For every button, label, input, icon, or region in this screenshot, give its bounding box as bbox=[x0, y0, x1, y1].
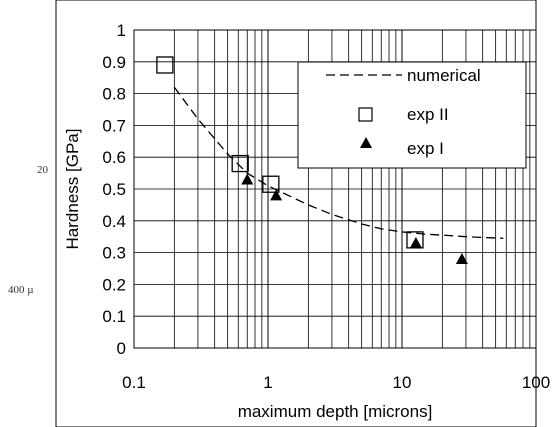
exp-ii-point bbox=[156, 56, 174, 74]
grid bbox=[133, 29, 536, 349]
x-tick-label: 100 bbox=[522, 373, 550, 392]
legend-box bbox=[297, 61, 527, 169]
legend-exp-i-label: exp I bbox=[407, 139, 444, 158]
exp-i-point bbox=[455, 252, 468, 264]
y-tick-label: 0.3 bbox=[102, 244, 126, 263]
exp-ii-point bbox=[231, 154, 249, 173]
y-tick-label: 0.8 bbox=[102, 85, 126, 104]
x-tick-labels: 0.1 1 10 100 bbox=[122, 373, 550, 392]
y-tick-label: 0 bbox=[117, 339, 126, 358]
y-tick-label: 0.7 bbox=[102, 116, 126, 135]
exp-i-point bbox=[241, 173, 254, 185]
y-tick-label: 0.1 bbox=[102, 307, 126, 326]
legend-numerical-label: numerical bbox=[407, 66, 481, 85]
stray-label-20: 20 bbox=[37, 164, 48, 176]
y-tick-label: 0.4 bbox=[102, 212, 126, 231]
x-axis-label: maximum depth [microns] bbox=[238, 402, 433, 421]
y-axis-label: Hardness [GPa] bbox=[63, 129, 82, 250]
exp-ii-point bbox=[262, 175, 280, 193]
legend: numerical exp II exp I bbox=[297, 61, 527, 169]
y-tick-label: 0.5 bbox=[102, 180, 126, 199]
exp-i-point bbox=[270, 189, 283, 201]
numerical-curve bbox=[173, 86, 504, 239]
exp-i-point bbox=[409, 237, 422, 249]
stray-label-400: 400 µ bbox=[8, 284, 34, 296]
y-tick-labels: 0 0.1 0.2 0.3 0.4 0.5 0.6 0.7 0.8 0.9 1 bbox=[102, 21, 126, 358]
legend-exp-ii-label: exp II bbox=[407, 105, 449, 124]
legend-exp-ii-swatch bbox=[358, 107, 373, 122]
x-tick-label: 0.1 bbox=[122, 373, 146, 392]
y-tick-label: 1 bbox=[117, 21, 126, 40]
legend-exp-i-swatch bbox=[360, 137, 372, 148]
x-tick-label: 1 bbox=[263, 373, 272, 392]
y-tick-label: 0.9 bbox=[102, 53, 126, 72]
y-tick-label: 0.2 bbox=[102, 275, 126, 294]
y-tick-label: 0.6 bbox=[102, 148, 126, 167]
x-tick-label: 10 bbox=[393, 373, 412, 392]
series-marks bbox=[156, 56, 504, 264]
